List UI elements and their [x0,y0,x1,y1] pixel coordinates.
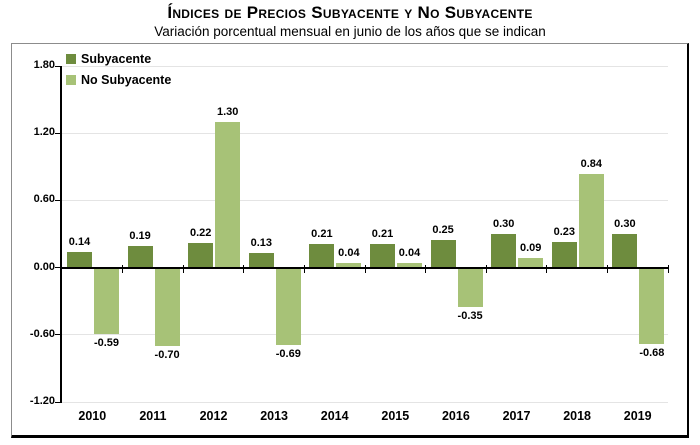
value-label: -0.70 [154,349,180,361]
bar-subyacente [67,251,92,268]
y-axis-label: -1.20 [29,395,55,407]
y-axis-tick [55,132,62,134]
x-axis-label: 2012 [199,409,228,423]
value-label: 0.09 [519,241,542,254]
x-axis-label: 2010 [78,409,107,423]
value-label: 1.30 [216,106,239,118]
bar-no-subyacente [518,257,544,268]
x-axis-tick [122,264,124,273]
x-axis-tick [182,264,184,273]
value-label: -0.59 [93,336,120,349]
value-label: 0.04 [338,247,360,260]
value-label: 0.04 [398,247,421,260]
legend-item-subyacente: Subyacente [66,52,171,66]
value-label: 0.14 [68,235,91,248]
legend-item-no-subyacente: No Subyacente [66,73,171,87]
y-axis-label: 1.20 [33,126,55,139]
bar-subyacente [612,234,638,268]
value-label: -0.69 [275,347,301,360]
bar-no-subyacente [578,173,604,268]
y-axis-label: 0.60 [33,193,55,206]
plot-frame [11,43,689,438]
x-axis-tick [485,264,487,273]
value-label: 0.13 [250,237,272,250]
x-axis-tick [606,264,608,273]
value-label: 0.21 [371,228,394,241]
y-axis-tick [55,267,62,269]
x-axis-label: 2014 [320,409,349,423]
y-axis-line [60,66,62,402]
value-label: 0.23 [553,225,575,238]
x-axis-tick [303,264,305,273]
y-axis-tick [55,334,62,336]
y-axis-label: -0.60 [29,327,55,340]
gridline [62,132,668,134]
value-label: 0.21 [311,228,333,241]
legend-label: No Subyacente [81,73,172,87]
legend-swatch-icon [66,54,76,64]
x-axis-label: 2013 [260,409,288,423]
value-label: 0.84 [580,157,602,170]
bar-no-subyacente [154,267,180,346]
value-label: 0.25 [432,223,454,236]
y-axis-label: 0.00 [33,260,55,273]
bar-no-subyacente [639,267,665,344]
x-axis-zero-line [62,266,668,269]
bar-no-subyacente [457,267,483,307]
bar-no-subyacente [215,122,241,268]
value-label: 0.19 [129,230,151,243]
legend-label: Subyacente [81,52,152,66]
bar-subyacente [551,241,577,268]
bar-no-subyacente [397,263,422,268]
bar-subyacente [309,244,335,268]
chart-title: Índices de Precios Subyacente y No Subya… [167,3,533,22]
x-axis-tick [364,264,366,273]
bar-subyacente [127,246,153,268]
x-axis-label: 2018 [563,409,591,423]
value-label: -0.68 [639,346,665,359]
x-axis-label: 2017 [502,409,531,423]
y-axis-tick [55,199,62,201]
bar-subyacente [248,253,274,268]
x-axis-tick [546,264,548,273]
x-axis-tick [667,264,669,273]
legend: Subyacente No Subyacente [66,52,171,94]
x-axis-label: 2019 [623,409,652,423]
bar-no-subyacente [336,263,362,268]
gridline [62,334,668,336]
bar-subyacente [370,244,395,268]
gridline [62,65,668,67]
gridline [62,401,668,403]
y-axis-tick [55,65,62,67]
bar-no-subyacente [94,267,119,334]
value-label: 0.22 [189,226,212,239]
x-axis-tick [243,264,245,273]
bar-subyacente [491,234,517,268]
x-axis-label: 2016 [441,409,470,423]
y-axis-label: 1.80 [33,59,55,71]
value-label: 0.30 [614,218,636,230]
legend-swatch-icon [66,75,76,85]
x-axis-tick [425,264,427,273]
value-label: 0.30 [492,218,515,230]
gridline [62,199,668,201]
bar-no-subyacente [275,267,301,345]
x-axis-label: 2015 [381,409,410,423]
bar-subyacente [430,239,456,268]
chart-subtitle: Variación porcentual mensual en junio de… [154,24,546,39]
y-axis-tick [55,401,62,403]
bar-subyacente [188,242,214,268]
x-axis-label: 2011 [139,409,167,423]
value-label: -0.35 [457,309,483,322]
